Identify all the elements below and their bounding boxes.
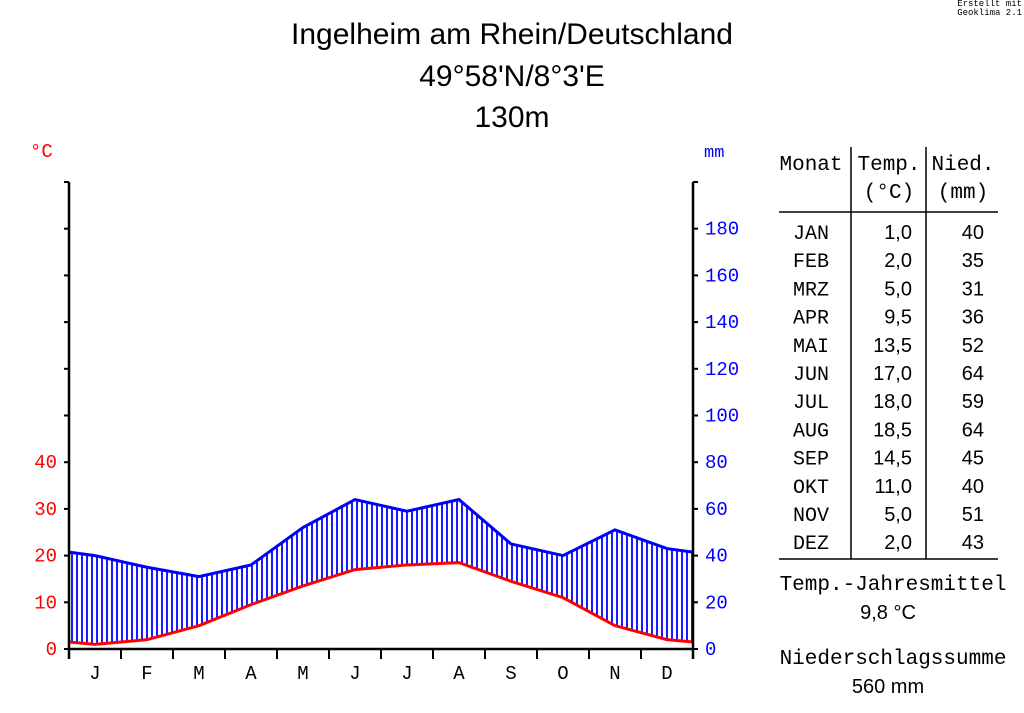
table-header-temp: Temp.: [857, 154, 920, 177]
table-cell-precip: 64: [962, 419, 984, 441]
precip-hatch: [71, 500, 693, 645]
table-cell-precip: 36: [962, 307, 984, 329]
series-lines: [68, 497, 694, 646]
table-rows: JAN 1,0 40 FEB 2,0 35 MRZ 5,0 31 APR 9,5 36 MAI 13,5 5…: [793, 222, 984, 556]
precip-sum-label: Niederschlagssumme: [780, 648, 1007, 671]
left-tick-label: 10: [34, 592, 57, 614]
table-cell-precip: 59: [962, 391, 984, 413]
right-tick-label: 0: [705, 639, 716, 661]
chart-subtitle: 49°58'N/8°3'E: [419, 60, 605, 93]
precip-sum-value: 560 mm: [852, 676, 924, 698]
table-cell-temp: 11,0: [875, 476, 912, 498]
table-cell-temp: 2,0: [884, 532, 912, 554]
month-label: J: [401, 663, 412, 685]
month-label: A: [245, 663, 257, 685]
table-cell-precip: 40: [962, 222, 984, 244]
left-tick-label: 0: [46, 639, 57, 661]
table-cell-precip: 31: [962, 278, 984, 300]
table-cell-temp: 9,5: [884, 307, 912, 329]
right-tick-label: 80: [705, 452, 728, 474]
mean-temp-value: 9,8 °C: [860, 602, 916, 624]
month-label: J: [349, 663, 360, 685]
right-tick-label: 120: [705, 359, 739, 381]
table-cell-month: JAN: [793, 223, 829, 246]
table-cell-temp: 13,5: [873, 335, 912, 357]
climate-table: Monat Temp. (°C) Nied. (mm) JAN 1,0 40 FEB 2…: [779, 147, 998, 560]
table-header-precip: Nied.: [931, 154, 994, 177]
table-cell-month: SEP: [793, 449, 829, 472]
table-cell-precip: 51: [962, 504, 984, 526]
table-cell-month: MAI: [793, 336, 829, 359]
table-cell-month: NOV: [793, 505, 829, 528]
table-cell-temp: 17,0: [873, 363, 912, 385]
table-cell-month: MRZ: [793, 279, 829, 302]
credit-line-1: Erstellt mit: [957, 0, 1022, 9]
table-cell-month: APR: [793, 308, 829, 331]
table-cell-temp: 18,5: [873, 419, 912, 441]
left-tick-label: 40: [34, 452, 57, 474]
right-tick-label: 140: [705, 312, 739, 334]
right-axis-tick-labels: 0 20 40 60 80 100 120 140 160 180: [705, 219, 739, 661]
chart-title: Ingelheim am Rhein/Deutschland: [291, 18, 733, 51]
table-cell-temp: 14,5: [873, 448, 912, 470]
table-cell-precip: 35: [962, 250, 984, 272]
table-cell-temp: 18,0: [873, 391, 912, 413]
left-axis-unit: °C: [30, 141, 53, 163]
month-label: F: [141, 663, 152, 685]
credit-line-2: Geoklima 2.1: [957, 8, 1022, 18]
table-cell-temp: 5,0: [884, 278, 912, 300]
month-label: O: [557, 663, 568, 685]
month-label: M: [297, 663, 308, 685]
month-label: S: [505, 663, 516, 685]
right-tick-label: 40: [705, 546, 728, 568]
table-cell-temp: 2,0: [884, 250, 912, 272]
table-cell-precip: 64: [962, 363, 984, 385]
right-axis-unit: mm: [704, 144, 724, 163]
right-tick-label: 60: [705, 499, 728, 521]
right-tick-label: 180: [705, 219, 739, 241]
temp-line: [68, 561, 694, 646]
precip-line: [68, 497, 694, 579]
left-axis-tick-labels: 0 10 20 30 40: [34, 452, 57, 661]
mean-temp-label: Temp.-Jahresmittel: [780, 574, 1007, 597]
month-label: D: [661, 663, 672, 685]
table-cell-month: DEZ: [793, 533, 829, 556]
month-label: A: [453, 663, 465, 685]
table-cell-month: AUG: [793, 420, 829, 443]
table-cell-precip: 40: [962, 476, 984, 498]
table-cell-month: FEB: [793, 251, 829, 274]
table-cell-month: OKT: [793, 477, 829, 500]
left-tick-label: 30: [34, 499, 57, 521]
month-label: J: [89, 663, 100, 685]
table-cell-month: JUN: [793, 364, 829, 387]
month-label: M: [193, 663, 204, 685]
table-cell-month: JUL: [793, 392, 829, 415]
chart-altitude: 130m: [474, 101, 549, 134]
right-tick-label: 100: [705, 406, 739, 428]
table-header-month: Monat: [779, 154, 842, 177]
table-header-precip-unit: (mm): [938, 182, 988, 205]
month-label: N: [609, 663, 620, 685]
table-cell-temp: 1,0: [884, 222, 912, 244]
table-cell-temp: 5,0: [884, 504, 912, 526]
right-tick-label: 20: [705, 592, 728, 614]
table-cell-precip: 43: [962, 532, 984, 554]
table-cell-precip: 52: [962, 335, 984, 357]
table-header-temp-unit: (°C): [864, 182, 914, 205]
axes: [64, 181, 698, 659]
table-cell-precip: 45: [962, 448, 984, 470]
right-tick-label: 160: [705, 265, 739, 287]
left-tick-label: 20: [34, 546, 57, 568]
